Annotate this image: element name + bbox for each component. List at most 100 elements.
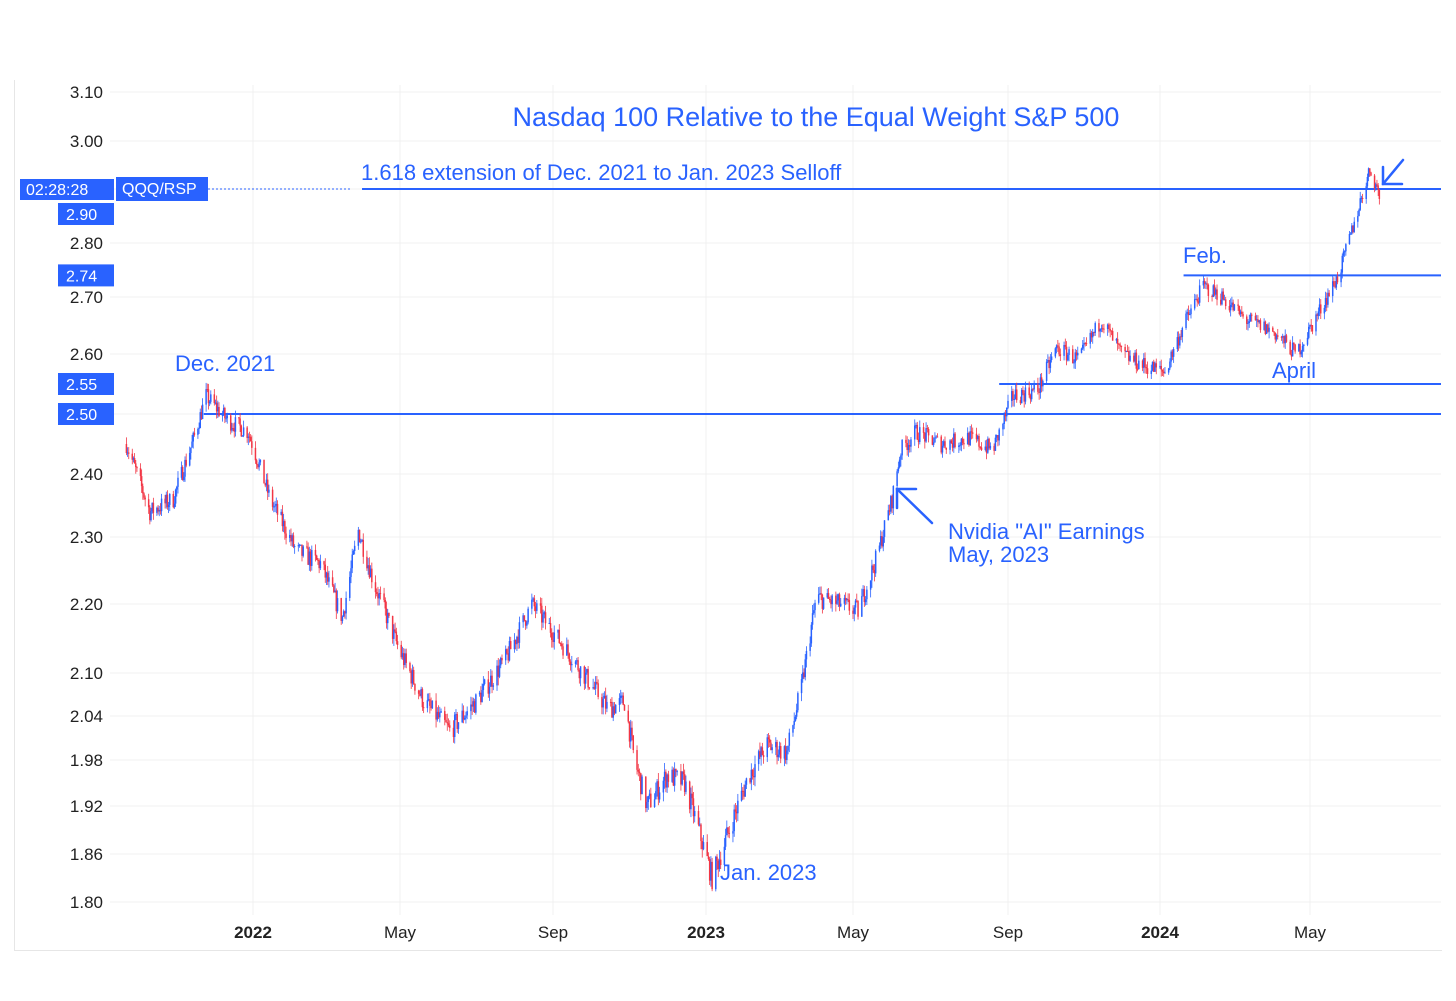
candle-body [1249, 314, 1252, 322]
candle-body [437, 711, 440, 718]
candle-body [1020, 389, 1023, 404]
candle-body [1376, 184, 1378, 186]
candle-body [183, 476, 185, 481]
candle-body [632, 735, 635, 751]
candle-body [393, 629, 395, 639]
candle-body [543, 612, 546, 615]
candle-body [1141, 360, 1144, 368]
candle-body [630, 727, 632, 742]
candle-body [523, 615, 526, 621]
candle-body [577, 660, 579, 671]
candle-body [306, 546, 308, 548]
candle-body [1065, 346, 1068, 361]
candle-body [968, 432, 970, 446]
candle-body [1299, 344, 1301, 355]
candle-body [1133, 355, 1135, 362]
candle-body [650, 793, 652, 808]
candle-body [1352, 225, 1354, 232]
candle-body [1073, 362, 1075, 364]
candle-body [766, 737, 768, 758]
candle-body [759, 751, 761, 757]
candle-body [1022, 389, 1024, 394]
candle-body [166, 494, 169, 508]
candle-body [275, 503, 278, 506]
candle-body [1311, 325, 1314, 332]
candle-body [866, 589, 868, 600]
candle-body [588, 687, 591, 689]
candle-body [200, 412, 203, 420]
candle-body [128, 452, 130, 454]
candle-body [723, 846, 726, 866]
candle-body [307, 547, 309, 565]
candle-body [1003, 413, 1005, 424]
candle-body [1301, 345, 1304, 352]
candle-body [507, 653, 509, 661]
candle-body [900, 455, 902, 460]
candle-body [804, 659, 806, 678]
candle-body [708, 859, 711, 881]
candle-body [1059, 354, 1062, 356]
candle-body [553, 632, 556, 643]
candle-body [1263, 321, 1265, 330]
candle-body [922, 427, 925, 433]
candle-body [1030, 389, 1033, 400]
candle-body [159, 509, 162, 512]
candle-body [518, 622, 521, 643]
candle-body [436, 711, 439, 720]
candle-body [1284, 335, 1286, 344]
candle-body [1342, 251, 1345, 256]
y-tick-label: 2.10 [70, 664, 103, 683]
candle-body [391, 615, 394, 639]
candle-body [768, 739, 771, 743]
candle-body [542, 614, 544, 623]
candle-body [531, 599, 533, 609]
candle-body [1083, 342, 1085, 345]
candle-body [1057, 345, 1059, 347]
candle-body [1099, 328, 1101, 332]
candle-body [151, 502, 153, 512]
candle-body [700, 824, 702, 842]
candle-body [1150, 370, 1153, 375]
candle-body [472, 701, 475, 707]
candle-body [857, 601, 859, 617]
candle-body [926, 428, 929, 430]
candle-body [985, 446, 988, 453]
price-badge-label: 2.55 [66, 377, 97, 394]
candle-body [251, 441, 253, 448]
candle-body [778, 746, 781, 755]
candle-body [333, 585, 335, 593]
candle-body [273, 506, 275, 508]
candle-body [697, 811, 700, 825]
candle-body [1250, 314, 1253, 316]
candle-body [1155, 363, 1158, 368]
x-tick-label: 2023 [687, 923, 725, 942]
candle-body [1028, 387, 1030, 396]
candle-body [1197, 301, 1200, 303]
candle-body [1228, 306, 1231, 311]
candle-body [873, 569, 876, 574]
candle-body [135, 463, 137, 468]
candle-body [1119, 344, 1121, 346]
candle-body [1315, 314, 1317, 332]
candle-body [217, 406, 219, 412]
candle-body [622, 695, 624, 705]
candle-body [683, 774, 686, 792]
candle-body [1106, 324, 1109, 330]
candle-body [913, 425, 916, 440]
symbol-label: QQQ/RSP [122, 181, 197, 198]
candle-body [396, 641, 399, 645]
candle-body [770, 742, 772, 751]
candle-body [969, 431, 971, 446]
candle-body [1298, 344, 1300, 352]
candle-body [1205, 283, 1207, 285]
candle-body [1222, 291, 1224, 300]
candle-body [702, 842, 705, 850]
candle-body [426, 700, 429, 709]
candle-body [757, 751, 760, 765]
x-tick-label: 2022 [234, 923, 272, 942]
candle-body [478, 692, 481, 695]
candle-body [975, 433, 978, 440]
candle-body [430, 705, 432, 709]
candle-body [229, 415, 232, 431]
candle-body [1013, 398, 1015, 400]
